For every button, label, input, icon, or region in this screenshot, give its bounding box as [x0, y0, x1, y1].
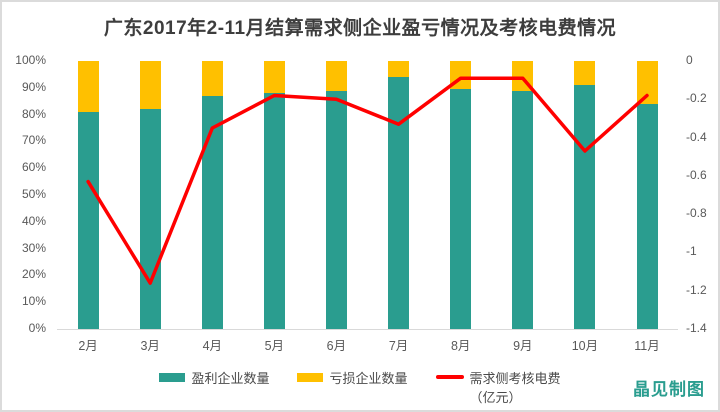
y-right-tick-label: -1.2 [686, 282, 707, 297]
y-left-tick-label: 90% [21, 79, 46, 94]
legend-item-0: 盈利企业数量 [159, 368, 269, 386]
y-axis-right: 0 -0.2 -0.4 -0.6 -0.8 -1 -1.2 -1.4 [686, 53, 718, 335]
y-right-tick-label: -0.2 [686, 91, 707, 106]
y-left-tick-label: 20% [21, 267, 46, 282]
y-axis-left: 100% 90% 80% 70% 60% 50% 40% 30% 20% 10% 0% [2, 53, 50, 335]
bar-loss-segment [139, 61, 161, 110]
x-axis: 2月 3月 4月 5月 6月 7月 8月 9月 10月 11月 [57, 335, 678, 353]
bar-loss-segment [388, 61, 410, 78]
x-tick-label: 5月 [264, 339, 285, 353]
bar-profit-segment [201, 95, 223, 329]
x-tick-label: 3月 [140, 339, 160, 353]
x-tick-label: 11月 [634, 339, 660, 353]
y-right-tick-label: -0.8 [686, 206, 707, 221]
y-left-tick-label: 60% [21, 160, 46, 175]
y-right-tick-label: -1 [686, 244, 697, 259]
x-tick-label: 9月 [513, 339, 533, 353]
fee-line-layer [86, 76, 649, 285]
legend-label: 需求侧考核电费 [469, 370, 561, 386]
legend-label: 亏损企业数量 [329, 370, 408, 386]
legend-label: 盈利企业数量 [191, 370, 270, 386]
y-left-tick-label: 50% [21, 187, 46, 201]
bar-profit-segment [388, 77, 410, 329]
plot-area [57, 61, 678, 330]
y-left-tick-label: 100% [15, 53, 46, 67]
bar-loss-segment [263, 61, 285, 94]
x-tick-label: 8月 [450, 339, 471, 353]
bar-profit-segment [450, 89, 472, 329]
legend: 盈利企业数量 亏损企业数量 需求侧考核电费 （亿元） [2, 368, 718, 406]
bar-profit-segment [263, 93, 285, 329]
x-tick-label: 4月 [202, 339, 223, 353]
chart-title: 广东2017年2-11月结算需求侧企业盈亏情况及考核电费情况 [103, 18, 617, 39]
legend-sublabel: （亿元） [469, 390, 522, 405]
y-left-tick-label: 40% [21, 213, 46, 228]
bar-profit-segment [636, 103, 658, 329]
legend-item-1: 亏损企业数量 [297, 368, 408, 386]
y-left-tick-label: 30% [21, 240, 46, 255]
legend-bar-swatch [297, 372, 324, 382]
bar-loss-segment [325, 61, 347, 91]
bar-profit-segment [77, 111, 99, 329]
y-right-tick-label: 0 [686, 53, 693, 67]
bar-profit-segment [512, 90, 534, 329]
x-tick-label: 10月 [571, 339, 599, 353]
fee-line [86, 76, 649, 285]
y-left-tick-label: 0% [28, 321, 46, 335]
y-left-tick-label: 10% [21, 294, 46, 309]
bar-loss-segment [77, 61, 99, 112]
legend-line-swatch [435, 375, 464, 379]
legend-item-2: 需求侧考核电费 （亿元） [435, 368, 561, 406]
x-tick-label: 2月 [78, 339, 98, 353]
legend-bar-swatch [159, 372, 186, 382]
bar-loss-segment [201, 61, 223, 96]
y-left-tick-label: 70% [21, 133, 46, 148]
y-right-tick-label: -0.4 [686, 129, 707, 144]
bar-loss-segment [574, 61, 596, 86]
bar-loss-segment [636, 61, 658, 104]
x-tick-label: 7月 [388, 339, 409, 353]
y-left-tick-label: 80% [21, 106, 46, 121]
watermark: 晶见制图 [633, 380, 705, 399]
x-tick-label: 6月 [326, 339, 347, 353]
y-right-tick-label: -0.6 [686, 167, 707, 182]
bar-profit-segment [325, 90, 347, 329]
y-right-tick-label: -1.4 [686, 321, 707, 335]
